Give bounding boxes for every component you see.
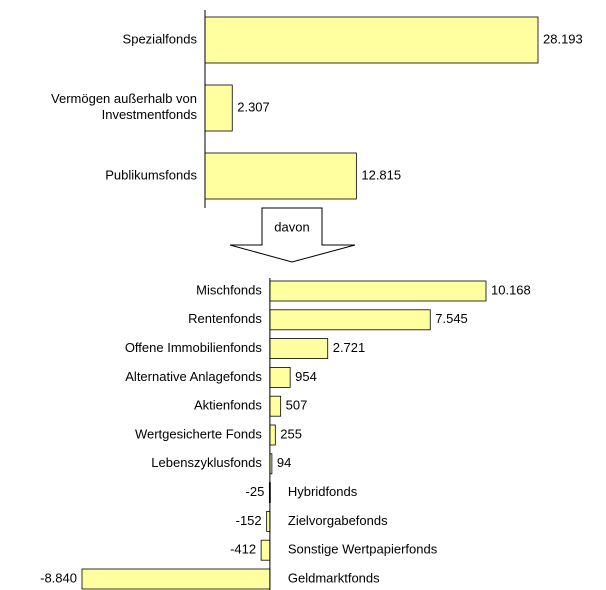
davon-arrow <box>229 207 356 263</box>
value-label: -152 <box>236 513 262 528</box>
value-label: -412 <box>230 542 256 557</box>
category-label: Hybridfonds <box>288 484 358 499</box>
category-label: Sonstige Wertpapierfonds <box>288 542 438 557</box>
bar <box>269 280 487 302</box>
bar <box>204 152 357 200</box>
bar <box>269 395 282 417</box>
category-label: Lebenszyklusfonds <box>151 455 262 470</box>
category-label: Vermögen außerhalb von Investmentfonds <box>51 91 197 122</box>
category-label: Wertgesicherte Fonds <box>135 426 262 441</box>
value-label: 28.193 <box>543 31 583 46</box>
category-label: Offene Immobilienfonds <box>125 340 263 355</box>
category-label: Rentenfonds <box>188 311 262 326</box>
value-label: 12.815 <box>361 167 401 182</box>
category-label: Publikumsfonds <box>105 167 197 182</box>
category-label: Alternative Anlagefonds <box>125 369 262 384</box>
bar <box>269 309 431 331</box>
bar <box>260 539 271 561</box>
value-label: 255 <box>280 426 302 441</box>
value-label: -25 <box>246 484 265 499</box>
value-label: 7.545 <box>435 311 468 326</box>
value-label: 2.307 <box>237 99 270 114</box>
value-label: 954 <box>295 369 317 384</box>
bar <box>269 424 276 446</box>
bar <box>81 568 271 590</box>
bar <box>269 366 291 388</box>
value-label: 94 <box>277 455 291 470</box>
bar <box>204 16 539 64</box>
category-label: Geldmarktfonds <box>288 570 380 585</box>
category-label: Mischfonds <box>196 282 262 297</box>
annotation: davon <box>274 219 309 234</box>
value-label: 10.168 <box>491 282 531 297</box>
category-label: Aktienfonds <box>194 398 262 413</box>
bar <box>269 338 329 360</box>
category-label: Zielvorgabefonds <box>288 513 388 528</box>
bar <box>204 84 233 132</box>
value-label: -8.840 <box>40 570 77 585</box>
value-label: 507 <box>286 398 308 413</box>
category-label: Spezialfonds <box>123 31 198 46</box>
value-label: 2.721 <box>333 340 366 355</box>
